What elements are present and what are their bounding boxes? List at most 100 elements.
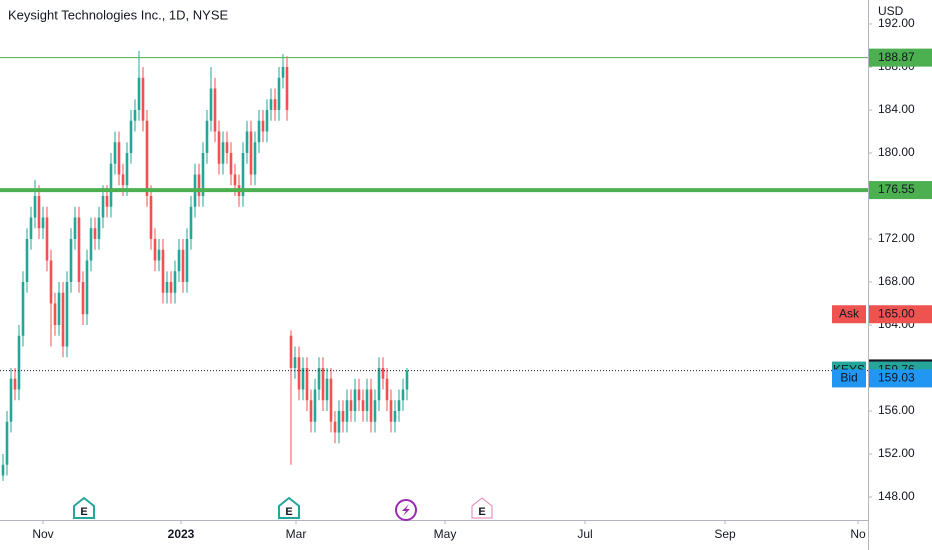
price-tag-bg xyxy=(832,305,866,324)
candle-body xyxy=(373,400,377,422)
candle-body xyxy=(21,281,25,336)
candle-body xyxy=(1,464,5,476)
candle-body xyxy=(353,389,357,411)
candle-body xyxy=(29,217,33,239)
candle-body xyxy=(277,77,281,110)
candle-body xyxy=(357,389,361,401)
candle-body xyxy=(241,152,245,196)
candle-body xyxy=(117,142,121,175)
candle-body xyxy=(297,357,301,390)
candle-body xyxy=(205,120,209,153)
candle-body xyxy=(225,142,229,153)
candle-body xyxy=(345,400,349,422)
candle-body xyxy=(109,163,113,207)
y-tick-label: 172.00 xyxy=(878,231,915,245)
y-tick-label: 168.00 xyxy=(878,274,915,288)
price-label-bg xyxy=(869,181,932,200)
x-tick-label: May xyxy=(434,527,457,541)
candle-body xyxy=(57,292,61,325)
candle-body xyxy=(293,357,297,368)
candle-body xyxy=(221,142,225,164)
candle-body xyxy=(81,281,85,315)
candle-body xyxy=(89,228,93,261)
candle-body xyxy=(121,174,125,186)
x-tick-label: Nov xyxy=(32,527,53,541)
candle-body xyxy=(73,217,77,239)
y-tick-label: 180.00 xyxy=(878,145,915,159)
candle-body xyxy=(45,217,49,261)
candle-body xyxy=(65,281,69,347)
candle-body xyxy=(181,249,185,282)
event-label: E xyxy=(285,506,292,518)
candle-body xyxy=(41,217,45,229)
price-label: 176.55 xyxy=(878,182,915,196)
y-tick-label: 152.00 xyxy=(878,446,915,460)
candle-body xyxy=(349,400,353,411)
candle-body xyxy=(97,217,101,239)
candle-body xyxy=(285,66,289,110)
event-bolt xyxy=(402,504,410,516)
event-icon xyxy=(471,497,493,519)
candle-body xyxy=(145,120,149,196)
candle-body xyxy=(321,367,325,401)
candle-body xyxy=(393,410,397,422)
candle-body xyxy=(9,378,13,422)
candle-body xyxy=(313,389,317,422)
candle-body xyxy=(405,370,409,390)
y-tick-label: 156.00 xyxy=(878,403,915,417)
event-label: E xyxy=(478,506,485,518)
candle-body xyxy=(161,249,165,293)
candle-body xyxy=(165,281,169,293)
candle-body xyxy=(333,421,337,433)
candle-body xyxy=(261,120,265,132)
price-label: 188.87 xyxy=(878,50,915,64)
candle-body xyxy=(369,389,373,422)
candle-body xyxy=(257,120,261,143)
price-tag-bg xyxy=(832,369,866,388)
candle-body xyxy=(85,260,89,315)
candle-body xyxy=(17,335,21,390)
candle-body xyxy=(361,400,365,411)
candle-body xyxy=(253,142,257,175)
candle-body xyxy=(401,389,405,401)
candle-body xyxy=(157,249,161,261)
candle-body xyxy=(213,88,217,132)
candle-body xyxy=(129,120,133,153)
candle-body xyxy=(177,249,181,272)
candle-body xyxy=(5,421,9,465)
candle-body xyxy=(365,389,369,411)
candle-body xyxy=(169,281,173,293)
event-label: E xyxy=(80,506,87,518)
candle-body xyxy=(389,400,393,422)
candle-body xyxy=(229,152,233,175)
y-tick-label: 184.00 xyxy=(878,102,915,116)
y-tick-label: 148.00 xyxy=(878,489,915,503)
candle-body xyxy=(33,195,37,218)
candle-body xyxy=(93,228,97,239)
candle-body xyxy=(173,271,177,293)
event-icon xyxy=(278,496,300,519)
candle-body xyxy=(325,378,329,401)
candle-body xyxy=(329,378,333,422)
candle-body xyxy=(141,77,145,121)
candle-body xyxy=(305,367,309,401)
candle-body xyxy=(381,367,385,379)
candle-body xyxy=(25,238,29,282)
candle-body xyxy=(137,77,141,110)
candle-body xyxy=(53,303,57,325)
y-tick-label: 192.00 xyxy=(878,16,915,30)
candle-body xyxy=(217,131,221,164)
candle-body xyxy=(249,131,253,175)
candle-body xyxy=(125,152,129,186)
candle-body xyxy=(197,174,201,196)
candle-body xyxy=(69,238,73,282)
candle-body xyxy=(309,400,313,422)
x-tick-label: 2023 xyxy=(168,527,195,541)
x-tick-label: Mar xyxy=(286,527,307,541)
price-tag: Bid xyxy=(840,371,857,385)
x-tick-label: Jul xyxy=(577,527,592,541)
candle-body xyxy=(185,238,189,282)
candle-body xyxy=(265,109,269,132)
